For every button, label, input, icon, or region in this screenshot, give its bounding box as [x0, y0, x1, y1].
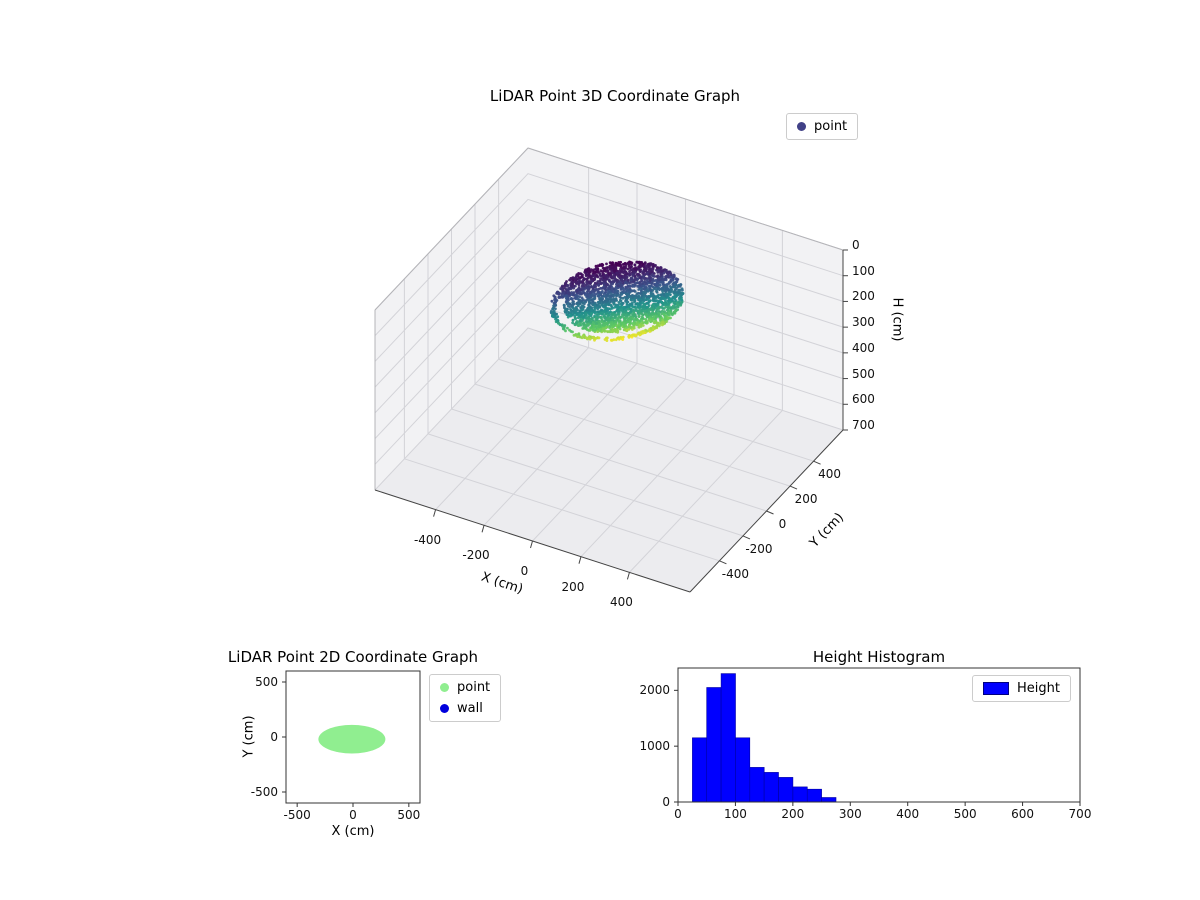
plot2d-x-tick-label: -500 [283, 808, 311, 822]
hist-x-tick-label: 0 [674, 807, 682, 821]
plot3d-y-tick-label: -200 [745, 541, 773, 556]
hist-x-tick-label: 300 [838, 807, 862, 821]
plot3d-x-tick-label: -200 [462, 548, 490, 563]
plot3d-y-tick-label: 400 [818, 467, 842, 482]
plot3d-z-tick-label: 600 [852, 392, 875, 407]
hist-bars [692, 673, 837, 803]
plot2d-y-tick-label: 500 [255, 675, 278, 689]
hist-title: Height Histogram [812, 648, 946, 666]
plot3d-x-tick-label: 0 [520, 564, 529, 578]
height-legend-label: Height [1017, 681, 1060, 696]
point-legend-marker [797, 122, 806, 131]
plot3d-axes [374, 147, 848, 593]
plot2d-point-cluster [318, 724, 386, 754]
plot2d-title: LiDAR Point 2D Coordinate Graph [227, 648, 479, 666]
hist-x-tick-label: 600 [1011, 807, 1035, 821]
plot3d-z-tick-label: 0 [852, 238, 860, 252]
height-legend-swatch [983, 682, 1009, 695]
plot3d-z-tick-label: 500 [852, 366, 875, 381]
plot3d-y-tick-label: 200 [794, 492, 818, 507]
legend-entry-height: Height [983, 681, 1060, 696]
wall-legend-marker [440, 704, 449, 713]
plot2d-y-tick-label: -500 [250, 785, 278, 799]
plot3d-z-tick-label: 400 [852, 340, 875, 355]
hist-x-tick-label: 400 [896, 807, 920, 821]
plot2d-x-tick-label: 500 [397, 808, 421, 822]
plot3d-x-tick-label: 400 [609, 595, 633, 610]
wall-legend-label: wall [457, 701, 483, 716]
plot3d-zlabel: H (cm) [889, 297, 905, 342]
hist-x-tick-label: 700 [1068, 807, 1092, 821]
plot2d-y-tick-label: 0 [270, 730, 278, 744]
hist-x-tick-label: 100 [723, 807, 747, 821]
plot2d-legend: point wall [429, 674, 502, 722]
point-legend-marker [440, 683, 449, 692]
plot3d-z-tick-label: 100 [852, 263, 875, 278]
hist-x-tick-label: 200 [781, 807, 805, 821]
hist-axes [674, 667, 1081, 806]
plot3d-point-cloud [549, 260, 685, 342]
hist-y-tick-label: 2000 [639, 683, 670, 698]
plot3d-legend: point [786, 113, 859, 140]
hist-y-tick-label: 1000 [639, 739, 670, 754]
plot3d-z-tick-label: 200 [852, 289, 875, 304]
plot2d-xlabel: X (cm) [331, 824, 375, 839]
plot2d-ylabel: Y (cm) [241, 715, 257, 758]
plot3d-y-tick-label: 0 [778, 517, 787, 531]
plot3d-x-tick-label: 200 [561, 579, 585, 594]
plot3d-title: LiDAR Point 3D Coordinate Graph [489, 87, 741, 105]
legend-entry-point: point [440, 680, 490, 695]
plot3d-z-tick-label: 300 [852, 315, 875, 330]
plot2d-x-tick-label: 0 [349, 808, 357, 822]
hist-legend: Height [972, 675, 1071, 702]
hist-x-tick-label: 500 [953, 807, 977, 821]
plot2d-axes [282, 670, 421, 807]
plot3d-z-tick-label: 700 [852, 418, 875, 432]
plot3d-x-tick-label: -400 [413, 532, 442, 547]
plot3d-y-tick-label: -400 [721, 566, 750, 581]
hist-y-tick-label: 0 [662, 795, 670, 809]
point-legend-label: point [457, 680, 491, 695]
point-legend-label: point [814, 119, 848, 134]
legend-entry-wall: wall [440, 701, 490, 716]
legend-entry-point: point [797, 119, 847, 134]
